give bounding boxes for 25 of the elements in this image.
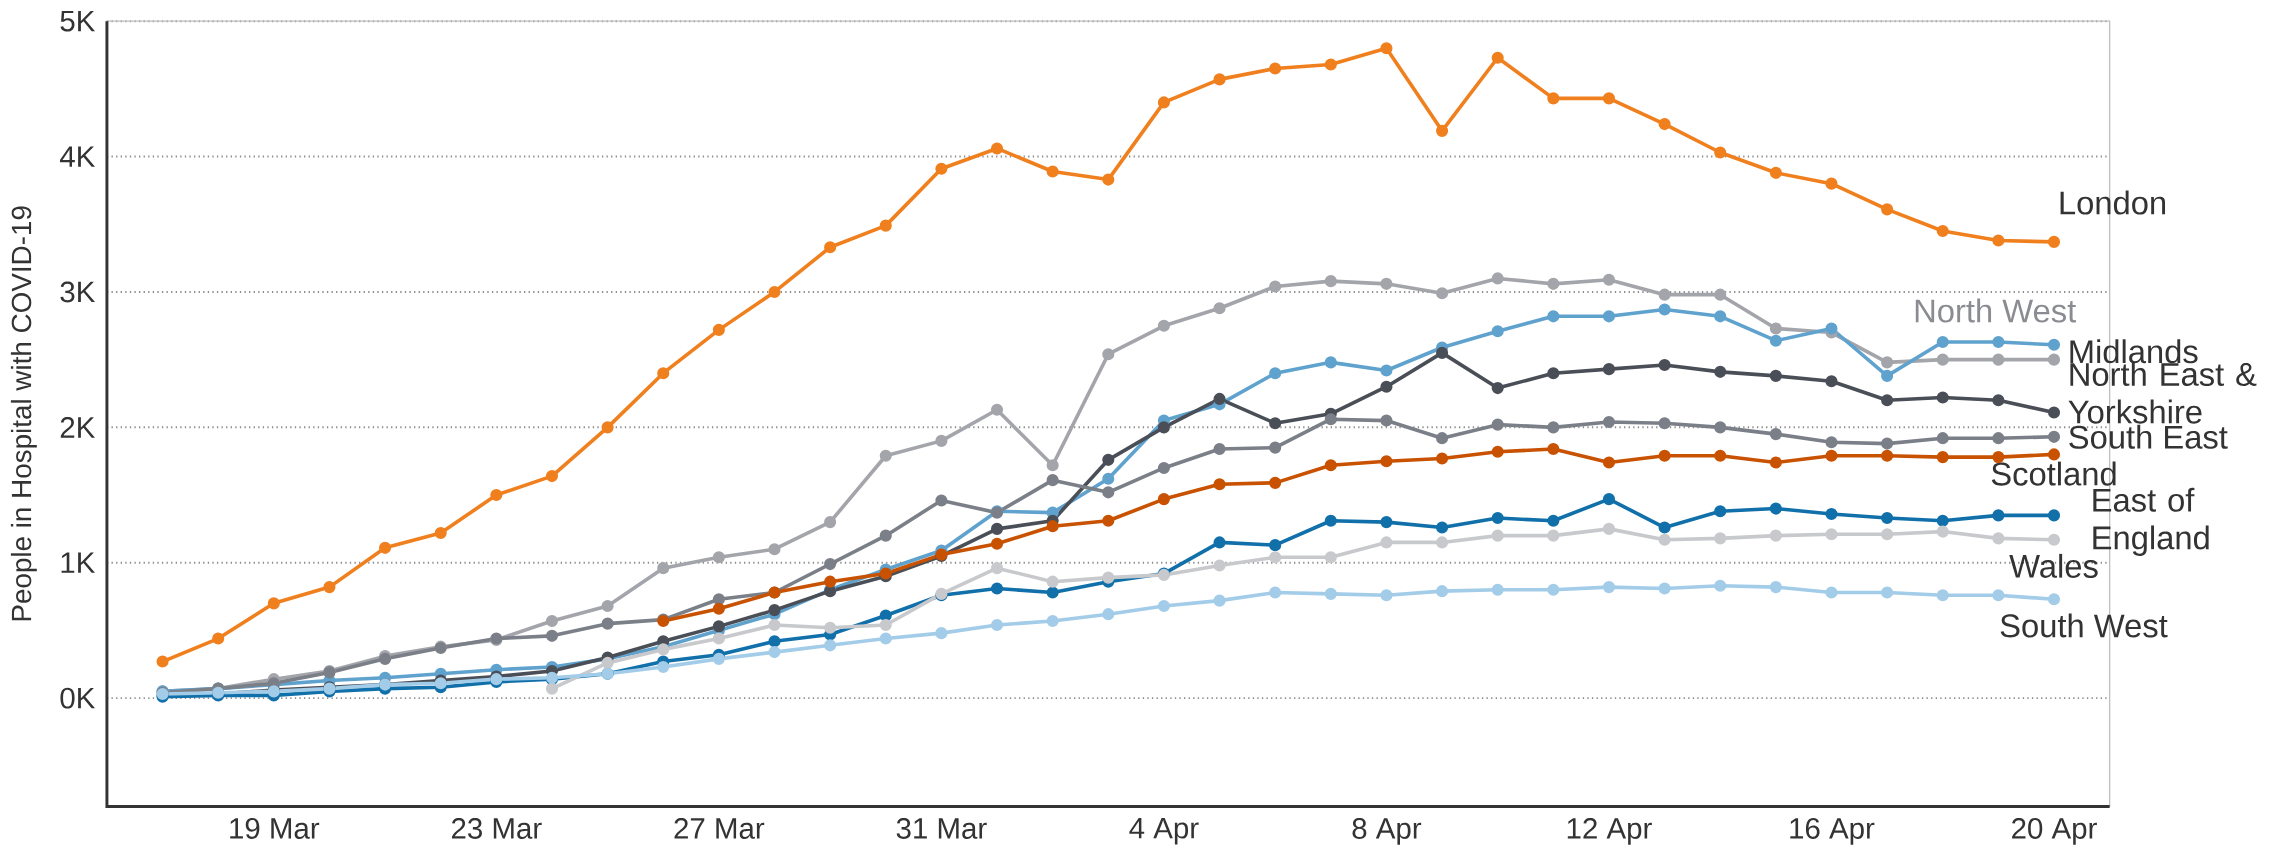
- x-tick-label: 12 Apr: [1567, 818, 1652, 845]
- series-label: North West: [1915, 298, 2077, 323]
- y-tick-label: 1K: [61, 552, 96, 574]
- y-axis-title: People in Hospital with COVID-19: [10, 206, 37, 621]
- series-label: East of England: [2093, 488, 2209, 557]
- y-tick-label: 0K: [60, 687, 96, 709]
- y-tick-label: 3K: [60, 281, 96, 303]
- y-tick-label: 2K: [60, 417, 96, 438]
- series-label: Midlands: [2070, 339, 2198, 364]
- x-tick-label: 20 Apr: [2012, 818, 2097, 845]
- x-tick-label: 8 Apr: [1352, 818, 1422, 845]
- x-tick-label: 31 Mar: [896, 818, 987, 840]
- series-label: Scotland: [1991, 461, 2116, 486]
- series-label: South East: [2069, 425, 2228, 450]
- x-tick-label: 23 Mar: [451, 818, 542, 840]
- series-label: North East & Yorkshire: [2068, 362, 2257, 424]
- series-label: London: [2060, 190, 2166, 215]
- series-label: South West: [2000, 613, 2168, 638]
- x-tick-label: 19 Mar: [230, 818, 320, 840]
- y-tick-label: 5K: [60, 11, 96, 32]
- x-tick-label: 27 Mar: [674, 818, 765, 840]
- x-tick-label: 16 Apr: [1790, 818, 1875, 845]
- x-tick-label: 4 Apr: [1129, 818, 1199, 845]
- y-tick-label: 4K: [59, 146, 96, 167]
- series-label: Wales: [2009, 554, 2098, 579]
